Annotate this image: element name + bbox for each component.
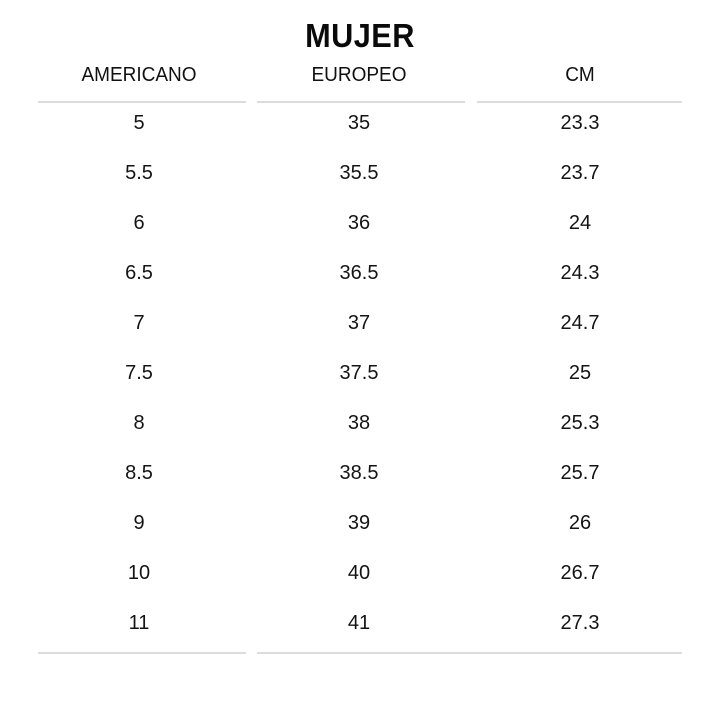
footer-rule-europeo-cm xyxy=(257,652,682,654)
column-header-cm: CM xyxy=(565,64,595,86)
page-title: MUJER xyxy=(305,17,415,54)
cell-americano: 6.5 xyxy=(125,262,153,284)
table-row: 9 39 26 xyxy=(30,498,690,548)
cell-europeo: 41 xyxy=(347,612,371,634)
table-row: 6 36 24 xyxy=(30,198,690,248)
cell-americano: 8.5 xyxy=(125,462,153,484)
column-header-europeo: EUROPEO xyxy=(311,64,407,86)
cell-americano: 8 xyxy=(133,412,145,434)
cell-americano: 5 xyxy=(133,112,145,134)
cell-europeo: 35.5 xyxy=(339,162,379,184)
cell-cm: 25 xyxy=(568,362,592,384)
table-row: 5 35 23.3 xyxy=(30,98,690,148)
size-conversion-table: AMERICANO EUROPEO CM 5 35 23.3 5.5 35.5 … xyxy=(30,62,690,648)
cell-americano: 7.5 xyxy=(125,362,153,384)
table-row: 7 37 24.7 xyxy=(30,298,690,348)
cell-americano: 6 xyxy=(133,212,145,234)
cell-europeo: 36 xyxy=(347,212,371,234)
table-row: 10 40 26.7 xyxy=(30,548,690,598)
cell-cm: 26.7 xyxy=(560,562,600,584)
table-row: 8.5 38.5 25.7 xyxy=(30,448,690,498)
cell-europeo: 38 xyxy=(347,412,371,434)
cell-cm: 23.3 xyxy=(560,112,600,134)
cell-americano: 10 xyxy=(127,562,151,584)
cell-europeo: 38.5 xyxy=(339,462,379,484)
table-header: AMERICANO EUROPEO CM xyxy=(30,62,690,98)
cell-europeo: 39 xyxy=(347,512,371,534)
table-row: 7.5 37.5 25 xyxy=(30,348,690,398)
cell-cm: 25.3 xyxy=(560,412,600,434)
footer-rule-americano xyxy=(38,652,246,654)
cell-europeo: 35 xyxy=(347,112,371,134)
table-row: 11 41 27.3 xyxy=(30,598,690,648)
cell-europeo: 40 xyxy=(347,562,371,584)
table-body: 5 35 23.3 5.5 35.5 23.7 6 36 24 6.5 36.5… xyxy=(30,98,690,648)
cell-europeo: 36.5 xyxy=(339,262,379,284)
cell-cm: 26 xyxy=(568,512,592,534)
table-row: 6.5 36.5 24.3 xyxy=(30,248,690,298)
cell-cm: 24.3 xyxy=(560,262,600,284)
cell-americano: 7 xyxy=(133,312,145,334)
cell-americano: 5.5 xyxy=(125,162,153,184)
table-row: 5.5 35.5 23.7 xyxy=(30,148,690,198)
cell-cm: 24.7 xyxy=(560,312,600,334)
table-header-row: AMERICANO EUROPEO CM xyxy=(30,62,690,98)
cell-americano: 9 xyxy=(133,512,145,534)
cell-americano: 11 xyxy=(128,612,150,634)
cell-cm: 24 xyxy=(568,212,592,234)
cell-cm: 25.7 xyxy=(560,462,600,484)
cell-europeo: 37 xyxy=(347,312,371,334)
cell-cm: 27.3 xyxy=(560,612,600,634)
cell-europeo: 37.5 xyxy=(339,362,379,384)
table-row: 8 38 25.3 xyxy=(30,398,690,448)
column-header-americano: AMERICANO xyxy=(81,64,197,86)
cell-cm: 23.7 xyxy=(560,162,600,184)
